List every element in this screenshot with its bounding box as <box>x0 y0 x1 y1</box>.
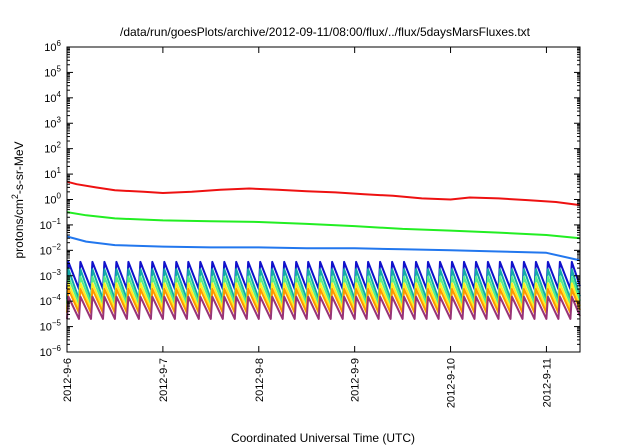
x-tick-label: 2012-9-9 <box>350 358 362 402</box>
y-tick-base: 10 <box>40 296 52 308</box>
y-tick-exponent: 1 <box>57 166 62 175</box>
y-tick-base: 10 <box>40 271 52 283</box>
y-tick-label: 106 <box>44 39 61 54</box>
x-tick-label: 2012-9-8 <box>254 358 266 402</box>
x-tick-label: 2012-9-11 <box>541 358 553 407</box>
y-tick-label: 10−2 <box>40 242 62 257</box>
y-tick-label: 10−4 <box>40 293 62 308</box>
y-tick-exponent: 6 <box>57 39 62 48</box>
y-tick-label: 100 <box>44 192 61 207</box>
x-tick-label: 2012-9-6 <box>62 358 74 402</box>
y-tick-exponent: 2 <box>57 141 62 150</box>
y-axis: 10−610−510−410−310−210−11001011021031041… <box>40 39 580 359</box>
y-tick-base: 10 <box>44 42 56 54</box>
y-tick-label: 101 <box>44 166 61 181</box>
y-tick-exponent: −5 <box>52 319 62 328</box>
y-tick-exponent: −2 <box>52 242 62 251</box>
x-tick-label: 2012-9-7 <box>158 358 170 402</box>
y-tick-exponent: 5 <box>57 64 62 73</box>
y-tick-base: 10 <box>44 195 56 207</box>
x-axis-label: Coordinated Universal Time (UTC) <box>231 431 415 445</box>
series-line-2 <box>66 211 581 240</box>
series-line-9 <box>66 295 581 320</box>
y-axis-label-superscript: 2 <box>10 194 20 199</box>
y-tick-label: 102 <box>44 141 61 156</box>
y-tick-base: 10 <box>44 67 56 79</box>
y-tick-label: 104 <box>44 90 61 105</box>
x-tick-label: 2012-9-10 <box>446 358 458 408</box>
y-axis-label: protons/cm2-s-sr-MeV <box>10 141 26 258</box>
y-tick-label: 10−6 <box>40 344 62 359</box>
y-tick-base: 10 <box>44 169 56 181</box>
y-tick-base: 10 <box>40 220 52 232</box>
y-tick-exponent: −3 <box>52 268 62 277</box>
y-tick-label: 10−5 <box>40 319 62 334</box>
chart-title: /data/run/goesPlots/archive/2012-09-11/0… <box>120 25 531 39</box>
y-tick-exponent: −1 <box>52 217 62 226</box>
y-tick-label: 105 <box>44 64 61 79</box>
y-tick-base: 10 <box>44 144 56 156</box>
y-tick-exponent: 3 <box>57 115 62 124</box>
series-line-3 <box>66 235 581 262</box>
series-line-1 <box>66 180 581 207</box>
y-tick-label: 10−1 <box>40 217 62 232</box>
y-axis-label-prefix: protons/cm <box>12 199 26 258</box>
y-tick-label: 10−3 <box>40 268 62 283</box>
y-tick-base: 10 <box>44 93 56 105</box>
y-tick-base: 10 <box>40 347 52 359</box>
y-tick-exponent: 4 <box>57 90 62 99</box>
y-tick-base: 10 <box>40 245 52 257</box>
y-tick-base: 10 <box>44 118 56 130</box>
x-axis: 2012-9-6 2012-9-7 2012-9-8 2012-9-9 2012-9-1… <box>62 47 553 408</box>
y-axis-label-suffix: -s-sr-MeV <box>12 141 26 194</box>
series-layer <box>66 180 581 320</box>
y-tick-base: 10 <box>40 322 52 334</box>
y-tick-exponent: −4 <box>52 293 62 302</box>
y-tick-label: 103 <box>44 115 61 130</box>
y-tick-exponent: −6 <box>52 344 62 353</box>
y-tick-exponent: 0 <box>57 192 62 201</box>
